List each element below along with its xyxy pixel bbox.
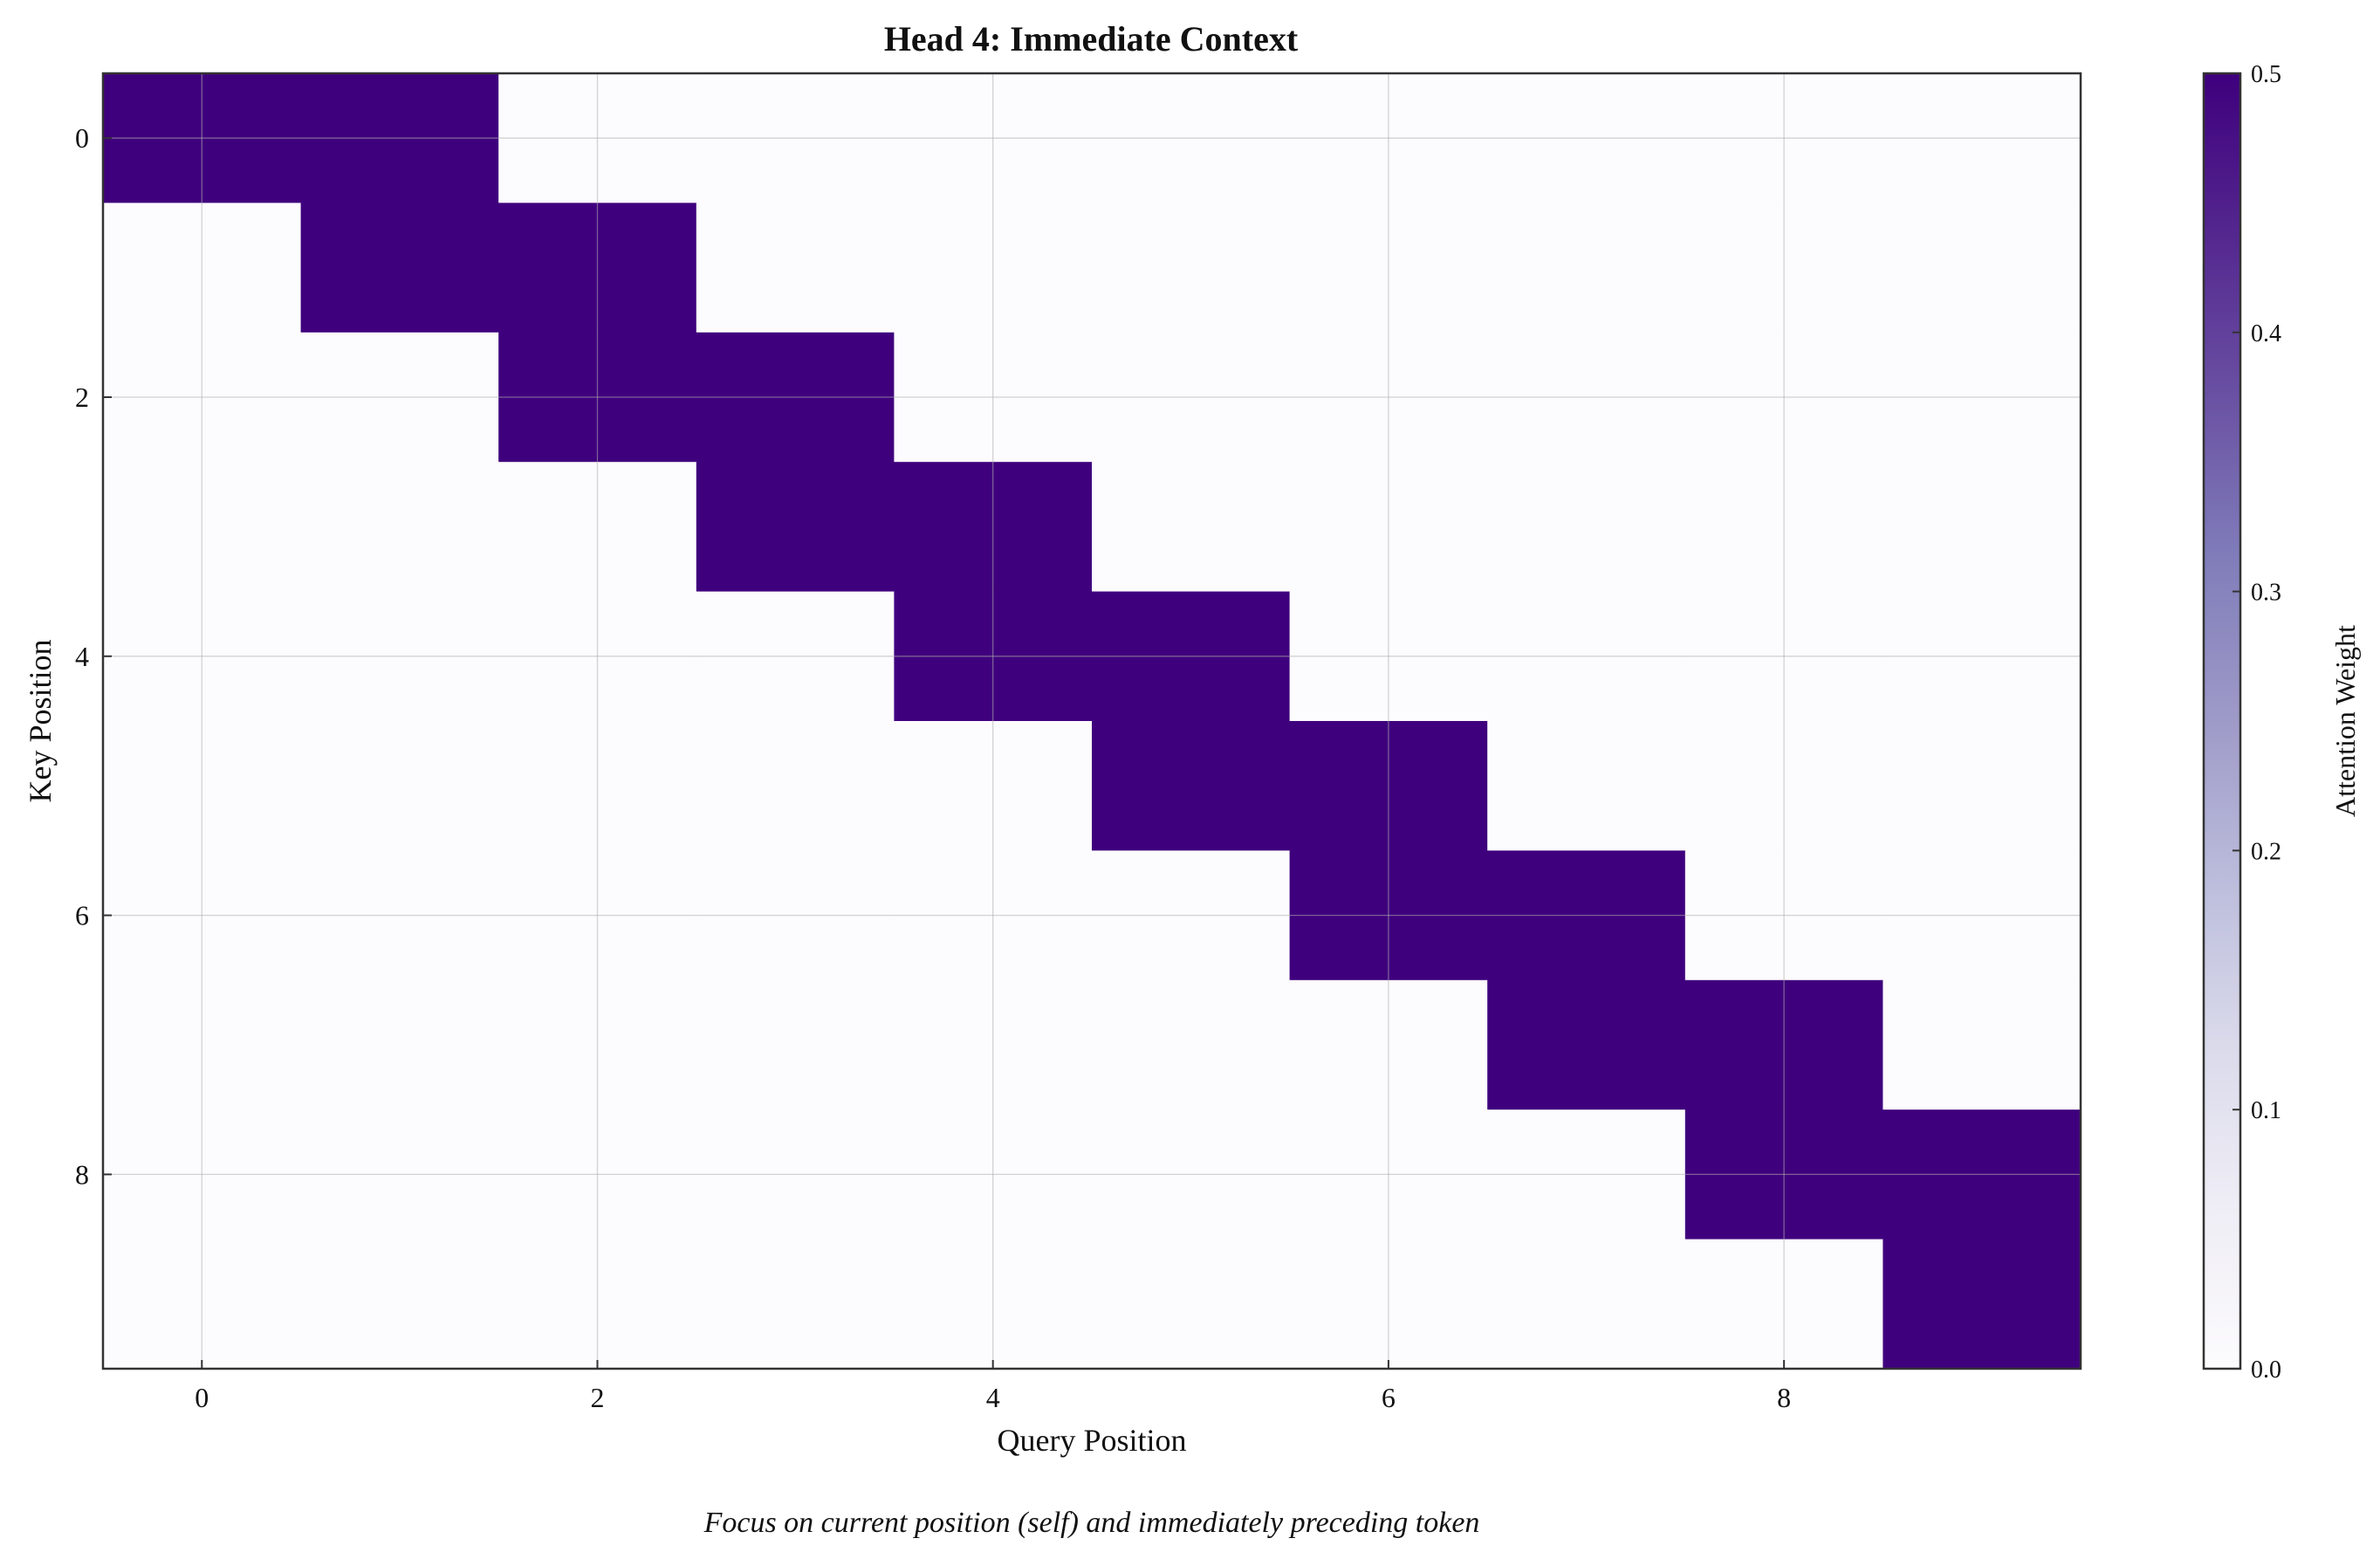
heatmap-cell (696, 203, 895, 333)
grid-lines (103, 73, 2081, 1369)
heatmap-cell (1487, 721, 1686, 851)
heatmap-cell (300, 1239, 499, 1370)
heatmap-cell (1092, 462, 1291, 593)
colorbar-tick-label: 0.5 (2251, 61, 2281, 88)
heatmap-cell (1883, 721, 2082, 851)
heatmap-cell (1883, 462, 2082, 593)
x-tick-label: 2 (591, 1382, 605, 1413)
plot-frame (101, 72, 2082, 1370)
heatmap-cell (1092, 1239, 1291, 1370)
heatmap-cell (300, 979, 499, 1110)
heatmap-cell (1487, 979, 1686, 1110)
heatmap-cell (1883, 203, 2082, 333)
colorbar-scale (2202, 72, 2242, 1370)
heatmap-cell (1487, 203, 1686, 333)
heatmap-cell (696, 721, 895, 851)
chart-title: Head 4: Immediate Context (884, 19, 1299, 58)
colorbar-tick-label: 0.4 (2251, 320, 2281, 347)
colorbar-label: Attention Weight (2329, 625, 2361, 817)
x-axis-label: Query Position (997, 1423, 1186, 1458)
x-tick-label: 8 (1777, 1382, 1791, 1413)
heatmap-cell (1092, 979, 1291, 1110)
chart-caption: Focus on current position (self) and imm… (703, 1507, 1480, 1539)
heatmap-cell (1487, 1239, 1686, 1370)
colorbar-tick-label: 0.0 (2251, 1356, 2281, 1384)
heatmap-cell (696, 462, 895, 593)
heatmap-cell (1487, 462, 1686, 593)
y-tick-label: 8 (75, 1158, 89, 1190)
x-tick-label: 6 (1382, 1382, 1396, 1413)
heatmap-cell (1092, 203, 1291, 333)
y-axis-label: Key Position (23, 639, 58, 802)
colorbar-tick-label: 0.1 (2251, 1097, 2281, 1124)
x-tick-label: 0 (195, 1382, 209, 1413)
y-axis-ticks: 0 2 4 6 8 (75, 122, 112, 1190)
heatmap-cell (696, 1239, 895, 1370)
x-axis-ticks: 0 2 4 6 8 (195, 1360, 1791, 1413)
y-tick-label: 2 (75, 381, 89, 413)
y-tick-label: 0 (75, 122, 89, 154)
y-tick-label: 6 (75, 900, 89, 931)
heatmap-cell (1883, 979, 2082, 1110)
colorbar: 0.0 0.1 0.2 0.3 0.4 0.5 Attention Weight (2202, 61, 2361, 1384)
heatmap-cell (1883, 1239, 2082, 1370)
colorbar-tick-label: 0.3 (2251, 580, 2281, 607)
heatmap-cell (300, 721, 499, 851)
y-tick-label: 4 (75, 641, 89, 672)
heatmap-cell (696, 979, 895, 1110)
colorbar-ticks: 0.0 0.1 0.2 0.3 0.4 0.5 (2233, 61, 2281, 1384)
heatmap-cell (300, 203, 499, 333)
colorbar-tick-label: 0.2 (2251, 838, 2281, 865)
x-tick-label: 4 (986, 1382, 1000, 1413)
heatmap-cell (300, 462, 499, 593)
heatmap-cell (1092, 721, 1291, 851)
